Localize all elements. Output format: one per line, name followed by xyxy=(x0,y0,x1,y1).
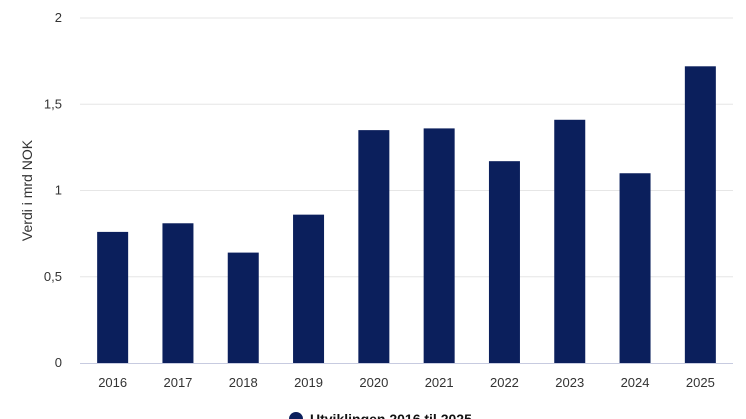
x-tick-label: 2022 xyxy=(490,375,519,390)
x-tick-label: 2020 xyxy=(359,375,388,390)
bar[interactable] xyxy=(488,161,520,363)
x-axis-ticks: 2016 2017 2018 2019 2020 2021 2022 2023 2024 2025 xyxy=(98,375,715,390)
x-tick-label: 2025 xyxy=(686,375,715,390)
bar[interactable] xyxy=(619,173,651,363)
bar[interactable] xyxy=(162,223,194,363)
x-tick-label: 2024 xyxy=(621,375,650,390)
x-tick-label: 2021 xyxy=(425,375,454,390)
bars xyxy=(97,66,716,364)
y-tick-label: 2 xyxy=(55,10,62,25)
y-tick-label: 1,5 xyxy=(44,96,62,111)
x-tick-label: 2023 xyxy=(555,375,584,390)
y-axis-ticks: 0 0,5 1 1,5 2 xyxy=(44,10,62,370)
bar[interactable] xyxy=(684,66,716,364)
y-axis-title: Verdi i mrd NOK xyxy=(19,139,35,241)
legend-label: Utviklingen 2016 til 2025 xyxy=(310,411,472,419)
y-tick-label: 0 xyxy=(55,355,62,370)
bar[interactable] xyxy=(97,231,129,363)
x-tick-label: 2018 xyxy=(229,375,258,390)
y-tick-label: 0,5 xyxy=(44,269,62,284)
legend[interactable]: Utviklingen 2016 til 2025 xyxy=(289,411,472,419)
bar[interactable] xyxy=(227,252,259,363)
legend-marker xyxy=(289,412,303,419)
bar[interactable] xyxy=(358,130,390,363)
bar[interactable] xyxy=(423,128,455,363)
y-tick-label: 1 xyxy=(55,183,62,198)
x-tick-label: 2017 xyxy=(163,375,192,390)
x-tick-label: 2019 xyxy=(294,375,323,390)
bar[interactable] xyxy=(554,119,586,364)
bar[interactable] xyxy=(293,214,325,363)
x-tick-label: 2016 xyxy=(98,375,127,390)
